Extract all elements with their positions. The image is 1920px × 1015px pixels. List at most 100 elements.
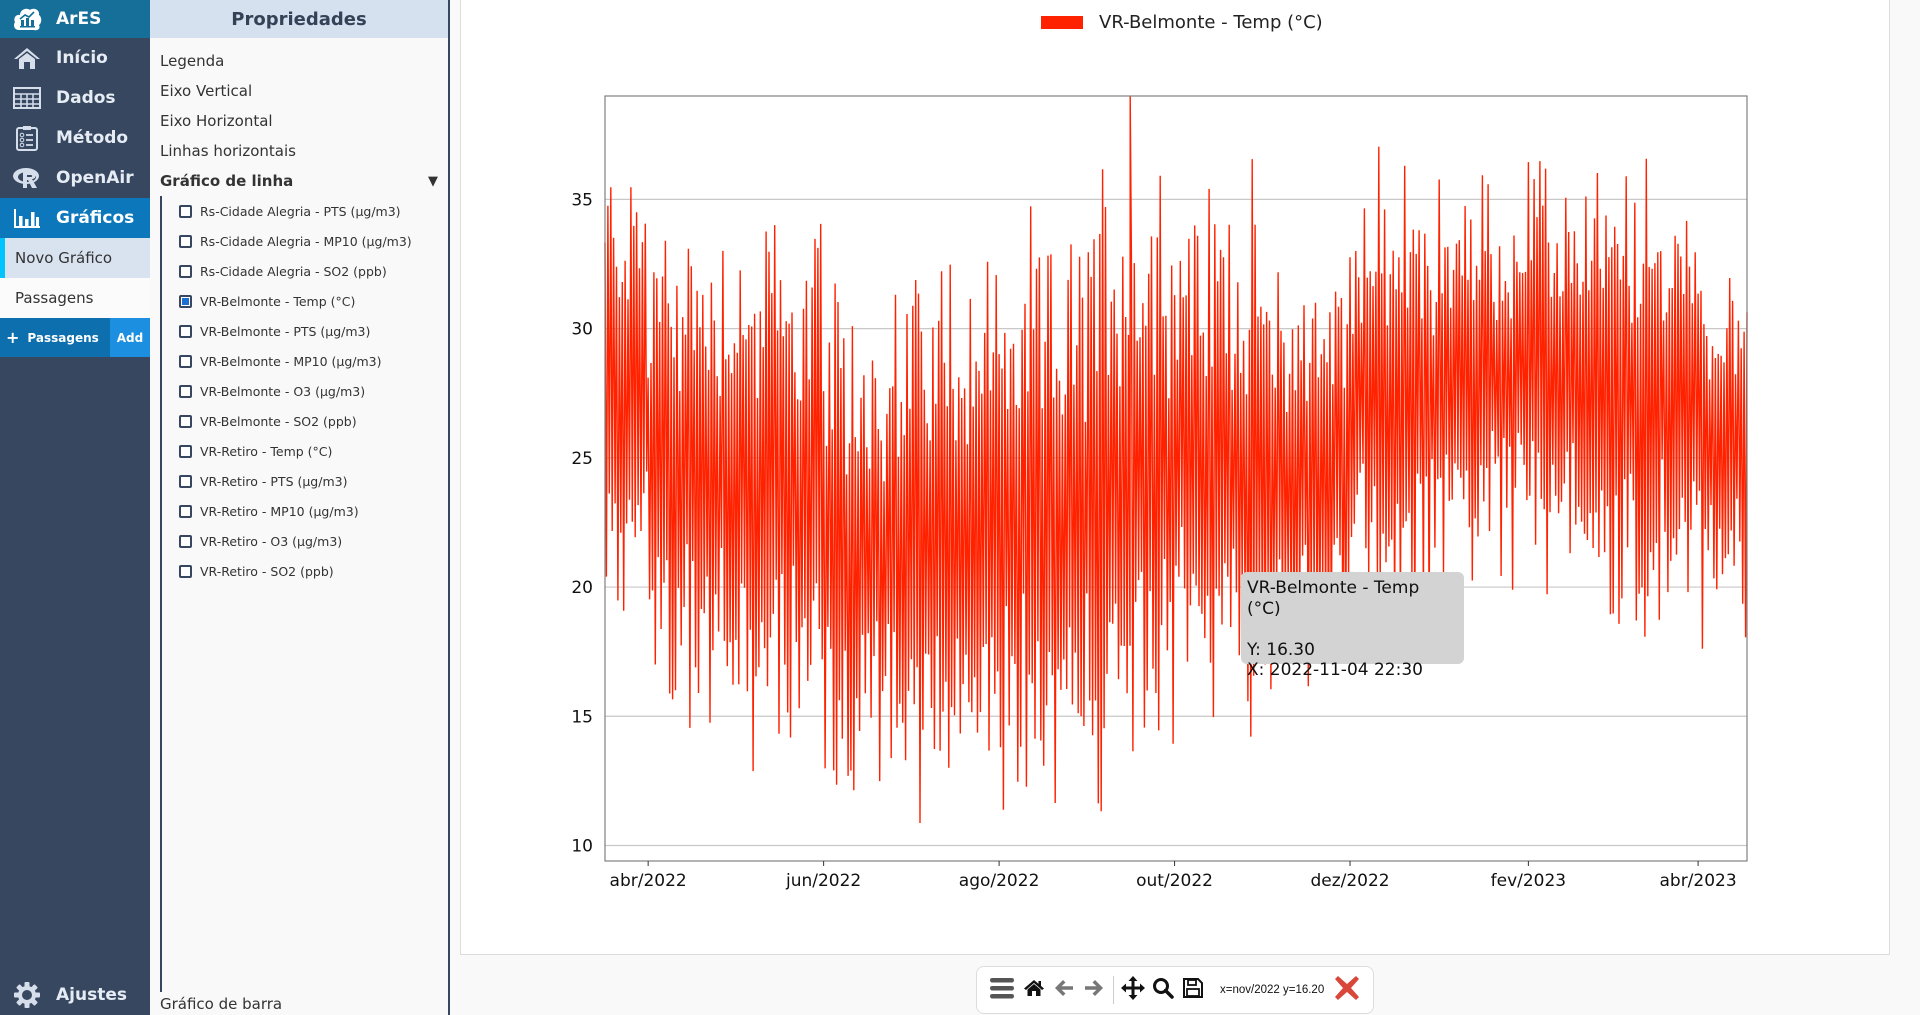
- series-label: VR-Retiro - Temp (°C): [200, 443, 333, 459]
- arrow-right-icon: [1084, 979, 1104, 1001]
- tooltip-y: Y: 16.30: [1247, 639, 1315, 660]
- cursor-coordinates: x=nov/2022 y=16.20: [1220, 984, 1325, 996]
- menu-button[interactable]: [985, 974, 1019, 1006]
- svg-text:20: 20: [571, 578, 593, 598]
- chart-panel: VR-Belmonte - Temp (°C) 10 15 20 25 30 35 abr/…: [460, 0, 1890, 955]
- checkbox-unchecked[interactable]: [179, 384, 192, 398]
- checkbox-unchecked[interactable]: [179, 504, 192, 518]
- svg-text:abr/2022: abr/2022: [610, 871, 687, 891]
- svg-text:35: 35: [571, 190, 593, 210]
- series-label: VR-Belmonte - MP10 (µg/m3): [200, 353, 382, 369]
- gear-icon: [12, 982, 42, 1008]
- checkbox-unchecked[interactable]: [179, 204, 192, 218]
- magnifier-icon: [1152, 977, 1174, 1003]
- checkbox-unchecked[interactable]: [179, 414, 192, 428]
- chart-tooltip: VR-Belmonte - Temp (°C) Y: 16.30 X: 2022…: [1241, 572, 1464, 680]
- checkbox-checked[interactable]: [179, 294, 192, 308]
- properties-panel: Propriedades Legenda Eixo Vertical Eixo …: [150, 0, 448, 1015]
- sidebar-nav: ArES Início Dados Método OpenAir: [0, 0, 150, 1015]
- zoom-button[interactable]: [1148, 974, 1178, 1006]
- svg-text:30: 30: [571, 320, 593, 340]
- add-button[interactable]: Add: [110, 318, 150, 357]
- svg-text:out/2022: out/2022: [1136, 871, 1213, 891]
- tooltip-title: VR-Belmonte - Temp (°C): [1247, 578, 1420, 619]
- sub-item-novo-grafico[interactable]: Novo Gráfico: [0, 238, 150, 278]
- series-checkbox-row[interactable]: VR-Belmonte - O3 (µg/m3): [162, 376, 448, 406]
- table-icon: [12, 85, 42, 111]
- passagens-toggle[interactable]: + Passagens: [0, 318, 110, 357]
- cloud-chart-logo-icon: [12, 6, 42, 32]
- passagens-add-bar: + Passagens Add: [0, 318, 150, 357]
- close-button[interactable]: [1332, 974, 1362, 1006]
- r-logo-icon: [12, 165, 42, 191]
- svg-text:10: 10: [571, 836, 593, 856]
- props-link-eixo-horizontal[interactable]: Eixo Horizontal: [160, 112, 273, 130]
- app-name: ArES: [56, 9, 102, 29]
- series-checkbox-row[interactable]: VR-Retiro - SO2 (ppb): [162, 556, 448, 586]
- home-icon: [12, 45, 42, 71]
- tooltip-x: X: 2022-11-04 22:30: [1247, 660, 1423, 680]
- move-arrows-icon: [1121, 976, 1145, 1004]
- checkbox-unchecked[interactable]: [179, 354, 192, 368]
- series-checkbox-row[interactable]: VR-Retiro - MP10 (µg/m3): [162, 496, 448, 526]
- nav-item-graficos[interactable]: Gráficos: [0, 198, 150, 238]
- svg-text:ago/2022: ago/2022: [959, 871, 1040, 891]
- checkbox-unchecked[interactable]: [179, 564, 192, 578]
- series-checkbox-row[interactable]: Rs-Cidade Alegria - MP10 (µg/m3): [162, 226, 448, 256]
- checkbox-unchecked[interactable]: [179, 234, 192, 248]
- series-checkbox-row[interactable]: VR-Belmonte - SO2 (ppb): [162, 406, 448, 436]
- series-checkbox-row[interactable]: VR-Retiro - Temp (°C): [162, 436, 448, 466]
- chart-legend[interactable]: VR-Belmonte - Temp (°C): [1041, 12, 1323, 33]
- floppy-disk-icon: [1183, 978, 1203, 1002]
- svg-text:fev/2023: fev/2023: [1491, 871, 1567, 891]
- checkbox-unchecked[interactable]: [179, 534, 192, 548]
- nav-item-inicio[interactable]: Início: [0, 38, 150, 78]
- checkbox-unchecked[interactable]: [179, 474, 192, 488]
- series-checkbox-row[interactable]: VR-Retiro - O3 (µg/m3): [162, 526, 448, 556]
- nav-item-metodo[interactable]: Método: [0, 118, 150, 158]
- legend-label: VR-Belmonte - Temp (°C): [1099, 12, 1323, 33]
- home-icon: [1024, 979, 1044, 1001]
- back-button[interactable]: [1049, 974, 1079, 1006]
- properties-title: Propriedades: [150, 0, 448, 38]
- props-link-linhas-horizontais[interactable]: Linhas horizontais: [160, 142, 296, 160]
- props-link-eixo-vertical[interactable]: Eixo Vertical: [160, 82, 253, 100]
- nav-item-openair[interactable]: OpenAir: [0, 158, 150, 198]
- pan-button[interactable]: [1118, 974, 1148, 1006]
- collapse-triangle-icon[interactable]: ▼: [428, 173, 438, 189]
- series-checkbox-row[interactable]: VR-Retiro - PTS (µg/m3): [162, 466, 448, 496]
- series-label: Rs-Cidade Alegria - SO2 (ppb): [200, 263, 387, 279]
- series-checkbox-row[interactable]: Rs-Cidade Alegria - SO2 (ppb): [162, 256, 448, 286]
- home-view-button[interactable]: [1019, 974, 1049, 1006]
- nav-item-dados[interactable]: Dados: [0, 78, 150, 118]
- series-checkbox-row[interactable]: VR-Belmonte - Temp (°C): [162, 286, 448, 316]
- series-label: VR-Belmonte - SO2 (ppb): [200, 413, 357, 429]
- clipboard-list-icon: [12, 125, 42, 151]
- save-button[interactable]: [1178, 974, 1208, 1006]
- series-checkbox-row[interactable]: Rs-Cidade Alegria - PTS (µg/m3): [162, 196, 448, 226]
- section-grafico-de-barra[interactable]: Gráfico de barra: [160, 995, 283, 1013]
- checkbox-unchecked[interactable]: [179, 444, 192, 458]
- panel-divider: [448, 0, 450, 1015]
- series-checkbox-row[interactable]: VR-Belmonte - PTS (µg/m3): [162, 316, 448, 346]
- svg-text:abr/2023: abr/2023: [1659, 871, 1736, 891]
- svg-text:25: 25: [571, 449, 593, 469]
- forward-button[interactable]: [1079, 974, 1109, 1006]
- checkbox-unchecked[interactable]: [179, 324, 192, 338]
- nav-item-ajustes[interactable]: Ajustes: [0, 975, 150, 1015]
- line-chart[interactable]: 10 15 20 25 30 35 abr/2022 jun/2022 ago/2022 out/…: [461, 0, 1891, 956]
- app-brand[interactable]: ArES: [0, 0, 150, 38]
- close-x-icon: [1334, 975, 1360, 1005]
- series-label: VR-Belmonte - O3 (µg/m3): [200, 383, 366, 399]
- series-label: VR-Retiro - PTS (µg/m3): [200, 473, 348, 489]
- section-grafico-de-linha[interactable]: Gráfico de linha ▼: [160, 172, 438, 190]
- bar-chart-icon: [12, 205, 42, 231]
- props-link-legenda[interactable]: Legenda: [160, 52, 225, 70]
- series-checkbox-row[interactable]: VR-Belmonte - MP10 (µg/m3): [162, 346, 448, 376]
- checkbox-unchecked[interactable]: [179, 264, 192, 278]
- series-label: Rs-Cidade Alegria - MP10 (µg/m3): [200, 233, 412, 249]
- sub-item-passagens[interactable]: Passagens: [0, 278, 150, 318]
- series-label: VR-Belmonte - Temp (°C): [200, 293, 356, 309]
- toolbar-separator: [1113, 976, 1114, 1004]
